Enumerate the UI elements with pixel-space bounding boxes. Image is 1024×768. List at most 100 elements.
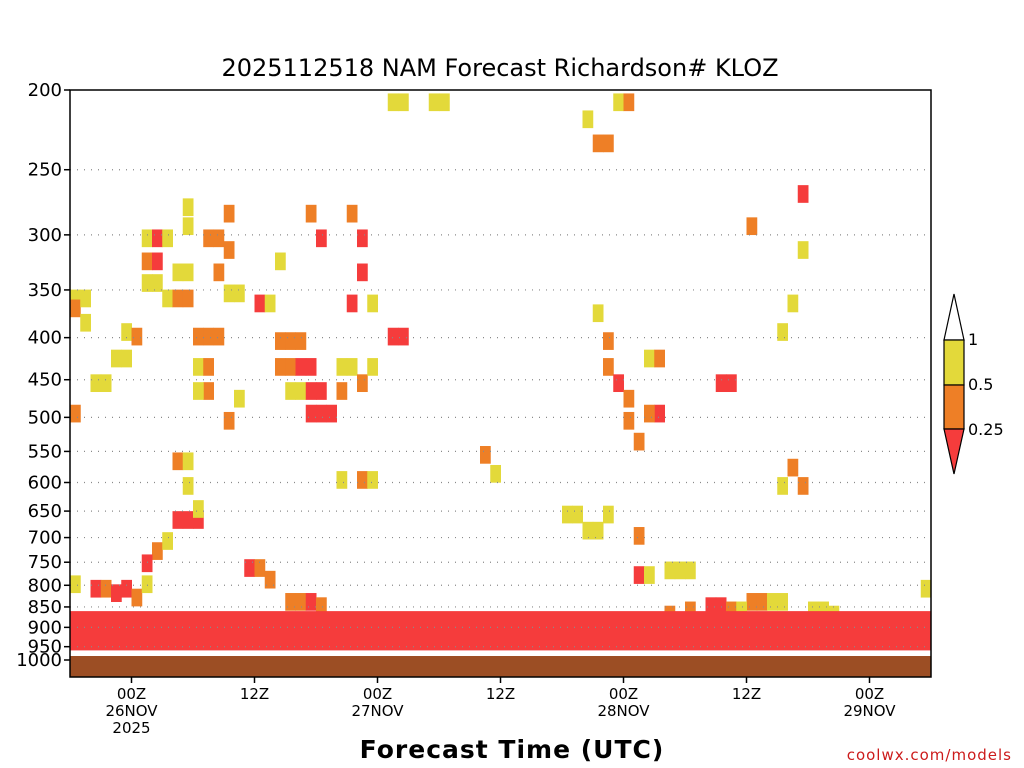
- x-tick-label: 29NOV: [843, 702, 896, 720]
- ri-cell: [346, 294, 358, 313]
- ri-cell: [264, 570, 276, 589]
- ri-cell: [182, 217, 194, 236]
- ri-cell: [920, 579, 932, 598]
- ri-cell: [562, 505, 573, 524]
- ri-cell: [428, 93, 440, 112]
- ri-cell: [623, 93, 635, 112]
- ri-cell: [141, 229, 153, 248]
- ri-cell: [275, 358, 286, 376]
- ri-cell: [305, 404, 317, 423]
- ri-cell: [685, 561, 696, 580]
- ri-cell: [305, 358, 317, 376]
- ri-cell: [213, 327, 225, 346]
- ri-cell: [398, 93, 409, 112]
- ri-cell: [582, 521, 594, 540]
- ri-cell: [654, 404, 665, 423]
- y-tick-label: 550: [28, 441, 62, 462]
- ri-cell: [715, 374, 727, 393]
- ri-cell: [131, 327, 143, 346]
- ri-cell: [121, 323, 132, 341]
- ri-cell: [234, 284, 245, 303]
- ri-cell: [100, 374, 112, 393]
- ri-cell: [162, 532, 173, 550]
- ri-cell: [644, 404, 655, 423]
- ri-cell: [715, 597, 727, 615]
- x-tick-label: 12Z: [732, 685, 761, 703]
- legend-swatch: [943, 293, 965, 341]
- ri-cell: [777, 593, 788, 611]
- ri-cell: [182, 452, 194, 471]
- ri-cell: [141, 575, 153, 594]
- ri-cell: [818, 601, 829, 620]
- ri-cell: [705, 597, 717, 615]
- y-tick-label: 250: [28, 160, 62, 181]
- x-tick-label: 00Z: [855, 685, 884, 703]
- y-tick-label: 450: [28, 370, 62, 391]
- ri-cell: [644, 566, 655, 584]
- ri-cell: [90, 374, 102, 393]
- ri-cell: [152, 229, 163, 248]
- x-axis-label: Forecast Time (UTC): [360, 735, 665, 764]
- ri-cell: [285, 593, 296, 611]
- y-tick-label: 700: [28, 528, 62, 549]
- ri-cell: [387, 327, 399, 346]
- ri-cell: [182, 511, 194, 529]
- y-tick-label: 400: [28, 328, 62, 349]
- ri-cell: [592, 521, 604, 540]
- ri-cell: [141, 252, 153, 271]
- ri-cell: [582, 110, 594, 129]
- ri-cell: [603, 358, 614, 376]
- ri-cell: [603, 505, 614, 524]
- y-tick-label: 950: [28, 637, 62, 658]
- x-tick-label: 27NOV: [351, 702, 404, 720]
- ri-cell: [398, 327, 409, 346]
- ri-cell: [490, 464, 501, 483]
- ri-cell: [70, 299, 81, 318]
- ri-cell: [603, 332, 614, 350]
- ri-band: [70, 611, 931, 651]
- y-tick-label: 850: [28, 597, 62, 618]
- ri-cell: [767, 593, 778, 611]
- ri-cell: [439, 93, 450, 112]
- ri-cell: [336, 358, 348, 376]
- ri-cell: [223, 411, 235, 430]
- ri-cell: [592, 134, 604, 153]
- ri-cell: [357, 374, 368, 393]
- ri-cell: [244, 559, 255, 577]
- ri-cell: [357, 263, 368, 282]
- ri-cell: [664, 561, 676, 580]
- ri-cell: [787, 294, 799, 313]
- ri-cell: [746, 593, 758, 611]
- ri-cell: [141, 554, 153, 573]
- ri-cell: [131, 588, 143, 607]
- legend-swatch: [943, 339, 965, 386]
- ri-cell: [633, 566, 645, 584]
- ri-cell: [305, 204, 317, 223]
- ri-cell: [254, 294, 266, 313]
- ri-cell: [316, 404, 327, 423]
- ri-cell: [797, 477, 809, 495]
- ri-cell: [285, 382, 296, 400]
- ri-cell: [736, 601, 747, 620]
- ri-cell: [726, 601, 737, 620]
- ri-cell: [182, 263, 194, 282]
- ri-cell: [182, 198, 194, 217]
- ri-cell: [316, 597, 327, 615]
- ri-cell: [275, 332, 286, 350]
- ri-cell: [367, 471, 378, 489]
- ri-cell: [80, 313, 91, 332]
- ri-cell: [633, 432, 645, 451]
- ri-cell: [223, 204, 235, 223]
- y-tick-label: 750: [28, 552, 62, 573]
- x-tick-label: 00Z: [363, 685, 392, 703]
- y-tick-label: 1000: [16, 650, 62, 671]
- ri-cell: [305, 593, 317, 611]
- ri-cell: [285, 358, 296, 376]
- ri-cell: [182, 477, 194, 495]
- ri-cell: [346, 358, 358, 376]
- y-axis-ticks: 200 250 300 350 400 450 500 550 600 650 700 7508008…: [16, 80, 70, 671]
- ri-cell: [316, 229, 327, 248]
- y-tick-label: 600: [28, 472, 62, 493]
